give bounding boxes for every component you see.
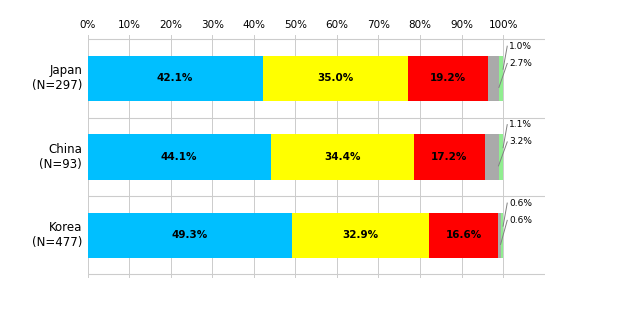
- Bar: [499, 56, 503, 101]
- Text: 0.6%: 0.6%: [510, 199, 532, 208]
- Text: 16.6%: 16.6%: [446, 230, 482, 240]
- Bar: [501, 212, 503, 258]
- Text: 2.7%: 2.7%: [510, 59, 532, 68]
- Bar: [485, 134, 498, 180]
- Bar: [271, 134, 414, 180]
- Bar: [498, 212, 501, 258]
- Bar: [292, 212, 429, 258]
- Bar: [88, 134, 271, 180]
- Text: 1.1%: 1.1%: [510, 120, 532, 129]
- Bar: [488, 56, 499, 101]
- Bar: [498, 134, 503, 180]
- Text: 1.0%: 1.0%: [510, 42, 532, 51]
- Bar: [88, 56, 262, 101]
- Bar: [88, 212, 292, 258]
- Text: 19.2%: 19.2%: [430, 73, 466, 83]
- Text: 35.0%: 35.0%: [317, 73, 353, 83]
- Text: 32.9%: 32.9%: [342, 230, 379, 240]
- Text: 0.6%: 0.6%: [510, 216, 532, 225]
- Text: 17.2%: 17.2%: [431, 152, 468, 162]
- Bar: [414, 134, 485, 180]
- Text: 49.3%: 49.3%: [172, 230, 208, 240]
- Bar: [408, 56, 488, 101]
- Text: 44.1%: 44.1%: [161, 152, 197, 162]
- Text: 42.1%: 42.1%: [157, 73, 193, 83]
- Bar: [429, 212, 498, 258]
- Text: 34.4%: 34.4%: [324, 152, 361, 162]
- Text: 3.2%: 3.2%: [510, 137, 532, 146]
- Bar: [262, 56, 408, 101]
